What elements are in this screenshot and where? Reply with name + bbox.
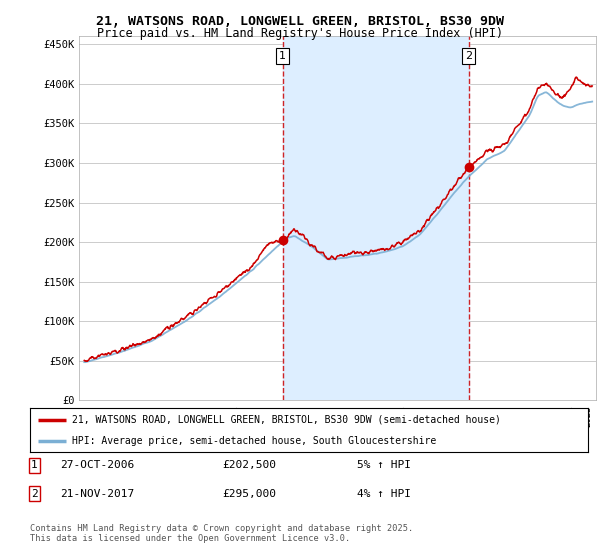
Text: Contains HM Land Registry data © Crown copyright and database right 2025.
This d: Contains HM Land Registry data © Crown c…: [30, 524, 413, 543]
Text: 21, WATSONS ROAD, LONGWELL GREEN, BRISTOL, BS30 9DW: 21, WATSONS ROAD, LONGWELL GREEN, BRISTO…: [96, 15, 504, 27]
Text: £202,500: £202,500: [222, 460, 276, 470]
Text: 1: 1: [31, 460, 38, 470]
Text: 21, WATSONS ROAD, LONGWELL GREEN, BRISTOL, BS30 9DW (semi-detached house): 21, WATSONS ROAD, LONGWELL GREEN, BRISTO…: [72, 415, 501, 425]
Text: 5% ↑ HPI: 5% ↑ HPI: [357, 460, 411, 470]
Text: 21-NOV-2017: 21-NOV-2017: [60, 489, 134, 499]
Text: 1: 1: [279, 51, 286, 61]
Text: Price paid vs. HM Land Registry's House Price Index (HPI): Price paid vs. HM Land Registry's House …: [97, 27, 503, 40]
Text: 2: 2: [465, 51, 472, 61]
Bar: [283, 36, 469, 400]
Text: HPI: Average price, semi-detached house, South Gloucestershire: HPI: Average price, semi-detached house,…: [72, 436, 436, 446]
Text: 27-OCT-2006: 27-OCT-2006: [60, 460, 134, 470]
Text: 4% ↑ HPI: 4% ↑ HPI: [357, 489, 411, 499]
Text: 2: 2: [31, 489, 38, 499]
Text: £295,000: £295,000: [222, 489, 276, 499]
